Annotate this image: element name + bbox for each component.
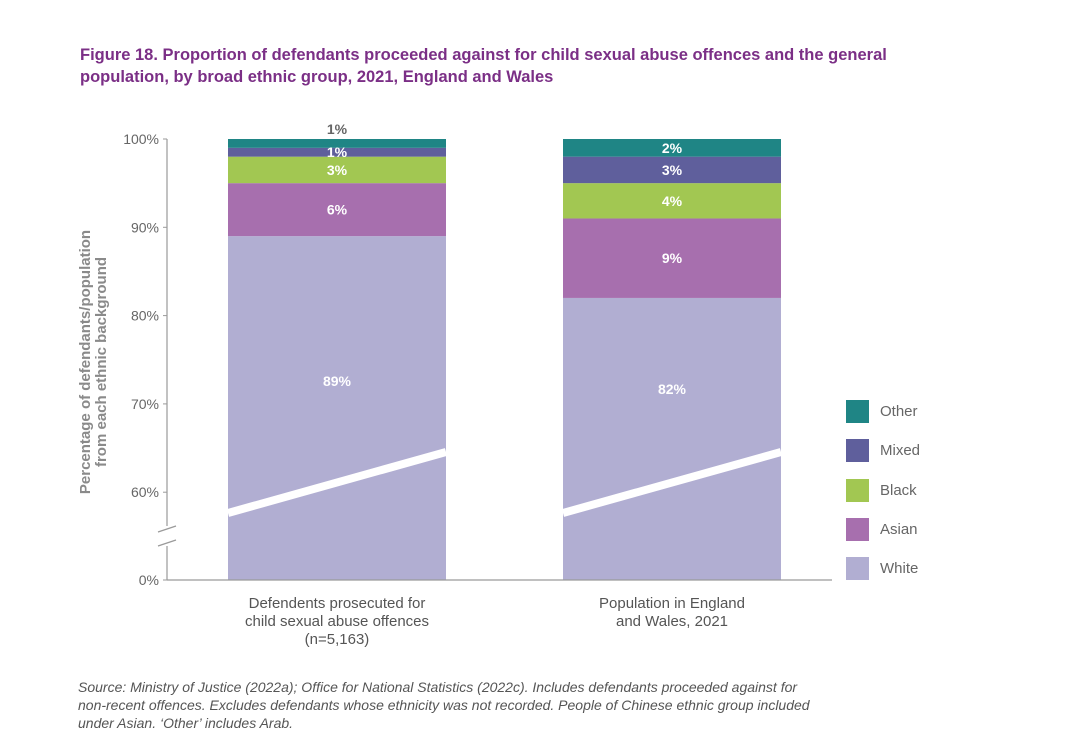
legend-label-white: White <box>880 560 919 578</box>
legend-label-mixed: Mixed <box>880 442 921 460</box>
y-axis-title-line-1: Percentage of defendants/population <box>77 229 94 495</box>
x-label-line: and Wales, 2021 <box>615 613 729 630</box>
x-label-line: Defendents prosecuted for <box>248 595 426 612</box>
bar-value-label-asian: 9% <box>662 250 683 266</box>
y-tick-label: 60% <box>131 484 159 500</box>
bar-segment-other <box>228 139 446 148</box>
bar-segment-mixed <box>563 156 781 184</box>
y-tick-label: 100% <box>123 131 159 147</box>
bar-value-label-black: 3% <box>327 162 348 178</box>
axis-break-slash <box>561 448 783 517</box>
bar-value-label-asian: 6% <box>327 202 348 218</box>
legend-swatch-black <box>846 478 869 502</box>
bar-value-label-other: 2% <box>662 140 683 156</box>
x-label-line: child sexual abuse offences <box>244 613 429 630</box>
y-axis-break-mark <box>157 539 177 547</box>
axis-break-slash <box>226 448 448 517</box>
chart-title-line-2: population, by broad ethnic group, 2021,… <box>80 68 554 86</box>
legend-swatch-other <box>846 400 869 423</box>
bar-segment-black <box>563 183 781 219</box>
legend-label-asian: Asian <box>880 520 918 538</box>
bar-segment-asian <box>228 183 446 237</box>
legend-label-other: Other <box>880 403 918 420</box>
bar-segment-other <box>563 139 781 157</box>
bar-segment-white <box>563 297 781 580</box>
bar-segment-black <box>228 156 446 184</box>
bar-value-label-white: 89% <box>323 373 352 389</box>
source-note-line-3: under Asian. ‘Other’ includes Arab. <box>78 715 294 731</box>
source-note-line-1: Source: Ministry of Justice (2022a); Off… <box>78 679 798 695</box>
chart-title-line-1: Figure 18. Proportion of defendants proc… <box>80 46 887 64</box>
bar-segment-mixed <box>228 147 446 157</box>
y-tick-label: 0% <box>139 572 159 588</box>
bar-segment-white <box>228 236 446 580</box>
y-tick-label: 80% <box>131 308 159 324</box>
legend-label-black: Black <box>880 481 917 499</box>
y-tick-label: 70% <box>131 396 159 412</box>
legend-swatch-white <box>846 557 869 581</box>
bar-value-label-mixed: 3% <box>662 162 683 178</box>
bar-segment-asian <box>563 218 781 298</box>
x-category-label-defendants: Defendents prosecuted for child sexual a… <box>207 595 467 649</box>
bar-value-label-other: 1% <box>327 121 348 137</box>
bar-value-label-mixed: 1% <box>327 144 348 160</box>
legend-swatch-asian <box>846 517 869 541</box>
bar-value-label-black: 4% <box>662 193 683 209</box>
y-axis-title-line-2: from each ethnic background <box>93 256 110 468</box>
y-tick-label: 90% <box>131 219 159 235</box>
bar-value-label-white: 82% <box>658 381 687 397</box>
y-axis-break-mark <box>157 525 177 533</box>
x-label-line: Population in England <box>599 595 745 612</box>
source-note-line-2: non-recent offences. Excludes defendants… <box>78 697 810 713</box>
chart-title: Figure 18. Proportion of defendants proc… <box>80 44 980 88</box>
x-category-label-population: Population in England and Wales, 2021 <box>542 595 802 631</box>
source-note: Source: Ministry of Justice (2022a); Off… <box>78 678 958 732</box>
legend-swatch-mixed <box>846 439 869 463</box>
x-label-line: (n=5,163) <box>304 631 370 648</box>
